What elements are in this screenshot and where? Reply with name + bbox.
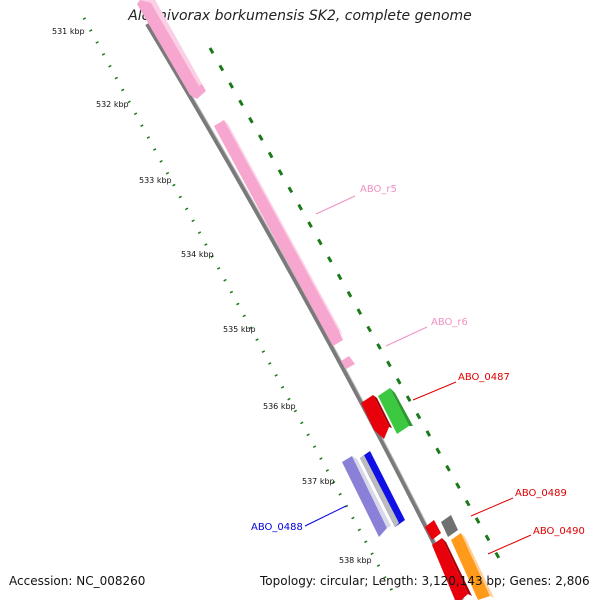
- gene-grey-0489: [441, 515, 458, 537]
- tick-label: 531 kbp: [52, 27, 85, 36]
- label-abo-r6: ABO_r6: [431, 317, 468, 328]
- rrna-feature-top: [137, 0, 206, 99]
- tick-label: 537 kbp: [302, 477, 335, 486]
- tick-labels: 531 kbp 532 kbp 533 kbp 534 kbp 535 kbp …: [52, 27, 372, 565]
- gene-purple-0488: [342, 456, 391, 537]
- accession-label: Accession: NC_008260: [9, 574, 146, 588]
- tick-label: 532 kbp: [96, 100, 129, 109]
- tick-label: 533 kbp: [139, 176, 172, 185]
- label-abo-0490: ABO_0490: [533, 526, 585, 537]
- tick-label: 538 kbp: [339, 556, 372, 565]
- topology-summary: Topology: circular; Length: 3,120,143 bp…: [260, 574, 590, 588]
- gene-orange-0490: [451, 533, 494, 600]
- gene-red-0490: [432, 538, 472, 600]
- gene-blue-0488: [360, 451, 405, 527]
- gene-red-0487: [361, 395, 392, 439]
- tick-label: 536 kbp: [263, 402, 296, 411]
- genome-backbone: [145, 22, 465, 600]
- label-abo-0488: ABO_0488: [251, 522, 303, 533]
- tick-label: 534 kbp: [181, 250, 214, 259]
- label-abo-0487: ABO_0487: [458, 372, 510, 383]
- label-abo-0489: ABO_0489: [515, 488, 567, 499]
- feature-labels: ABO_r5 ABO_r6 ABO_0487 ABO_0488 ABO_0489…: [251, 184, 585, 537]
- label-abo-r5: ABO_r5: [360, 184, 397, 195]
- label-leaders: [304, 195, 532, 555]
- gc-track-inner: [82, 17, 399, 600]
- rrna-feature-r5: [214, 120, 343, 346]
- gene-red-0489: [425, 520, 441, 540]
- tick-label: 535 kbp: [223, 325, 256, 334]
- gene-green-0487: [378, 388, 413, 434]
- rrna-feature-r6: [341, 356, 355, 369]
- genome-title: Alcanivorax borkumensis SK2, complete ge…: [128, 8, 472, 24]
